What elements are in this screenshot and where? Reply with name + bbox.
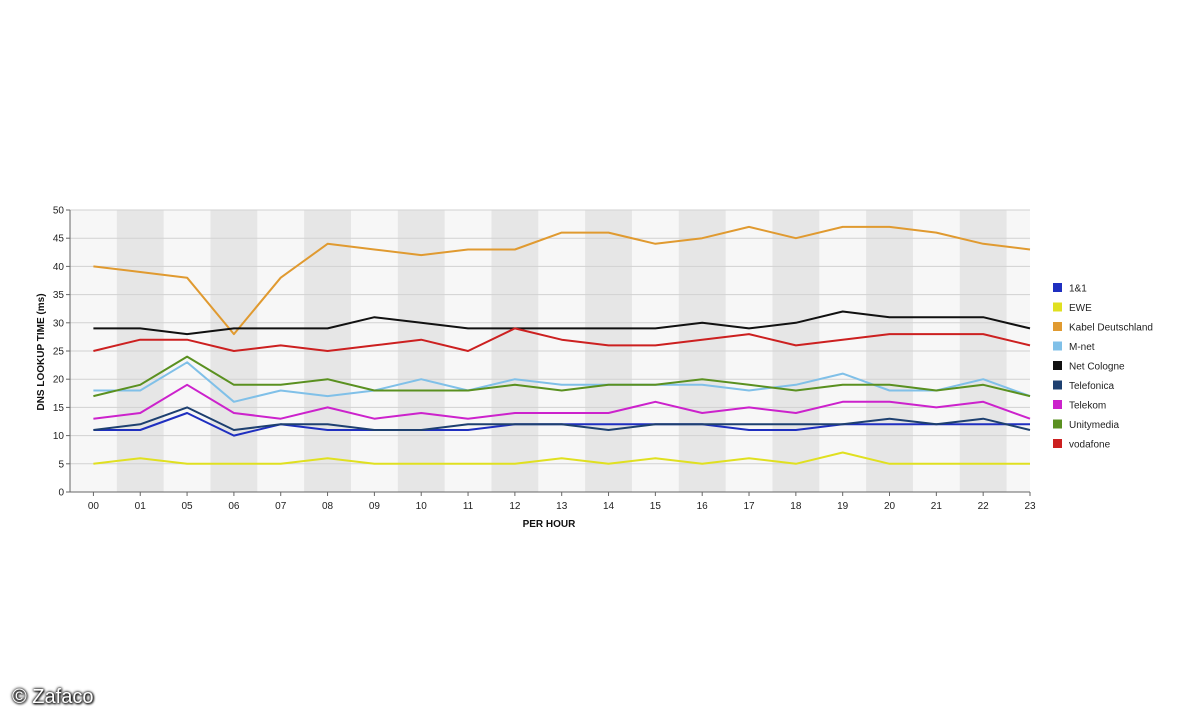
legend-label-unitymedia: Unitymedia [1069,420,1119,431]
y-tick-label: 45 [53,234,65,245]
legend-label-net-cologne: Net Cologne [1069,362,1125,373]
series-line-vodafone [93,327,1031,352]
watermark: © Zafaco [12,686,94,708]
x-tick-label: 19 [837,501,849,512]
x-tick-labels: 00 01 05 06 07 08 09 10 11 12 13 14 15 16 17 18 19 20 21 22… [88,501,1036,512]
legend-label-vodafone: vodafone [1069,440,1111,451]
y-tick-label: 15 [53,403,65,414]
x-tick-label: 07 [275,501,287,512]
y-tick-label: 35 [53,290,65,301]
y-tick-label: 5 [58,459,64,470]
series-line-net-cologne [93,310,1031,336]
legend-swatch-ewe [1053,302,1062,312]
y-axis-title: DNS LOOKUP TIME (ms) [36,293,47,410]
series-line-ewe [93,451,1030,465]
x-tick-label: 17 [743,501,755,512]
legend-label-telekom: Telekom [1069,401,1106,412]
x-tick-label: 05 [182,501,194,512]
series-line-unitymedia [93,355,1031,398]
series-lines [93,225,1031,465]
x-axis-title: PER HOUR [523,519,577,530]
x-tick-label: 01 [135,501,147,512]
legend: 1&1 EWE Kabel Deutschland M-net Net Cologne T… [1053,283,1153,451]
legend-swatch-unitymedia [1053,419,1062,429]
series-line-kabel-deutschland [93,225,1031,336]
x-tick-label: 10 [416,501,428,512]
y-tick-label: 30 [53,318,65,329]
legend-swatch-telefonica [1053,380,1062,390]
axes [69,210,1031,496]
x-tick-label: 20 [884,501,896,512]
series-line-telefonica [93,406,1031,431]
x-tick-label: 13 [556,501,568,512]
x-tick-label: 08 [322,501,334,512]
y-tick-label: 20 [53,375,65,386]
x-tick-label: 21 [931,501,943,512]
x-tick-label: 22 [978,501,990,512]
y-tick-label: 10 [53,431,65,442]
x-tick-label: 09 [369,501,381,512]
series-line-telekom [93,383,1031,420]
legend-swatch-telekom [1053,400,1062,409]
y-tick-labels: 0 5 10 15 20 25 30 35 40 45 50 [53,206,65,499]
legend-label-1-1: 1&1 [1069,284,1087,295]
x-tick-label: 23 [1024,501,1036,512]
legend-label-telefonica: Telefonica [1069,381,1114,392]
legend-swatch-vodafone [1053,439,1062,448]
x-tick-label: 18 [790,501,802,512]
legend-swatch-m-net [1053,341,1062,351]
y-tick-label: 40 [53,262,65,273]
legend-swatch-kabel-deutschland [1053,322,1062,331]
x-tick-label: 06 [228,501,240,512]
legend-label-kabel-deutschland: Kabel Deutschland [1069,323,1153,334]
y-tick-label: 25 [53,347,65,358]
y-tick-label: 50 [53,206,65,217]
legend-swatch-1-1 [1053,283,1062,292]
x-tick-label: 16 [697,501,709,512]
x-tick-label: 12 [509,501,521,512]
x-tick-label: 00 [88,501,100,512]
legend-label-m-net: M-net [1069,342,1095,353]
legend-swatch-net-cologne [1053,361,1062,370]
x-tick-label: 15 [650,501,662,512]
x-tick-label: 14 [603,501,615,512]
x-tick-label: 11 [463,501,474,512]
y-tick-label: 0 [58,488,64,499]
legend-label-ewe: EWE [1069,303,1092,314]
